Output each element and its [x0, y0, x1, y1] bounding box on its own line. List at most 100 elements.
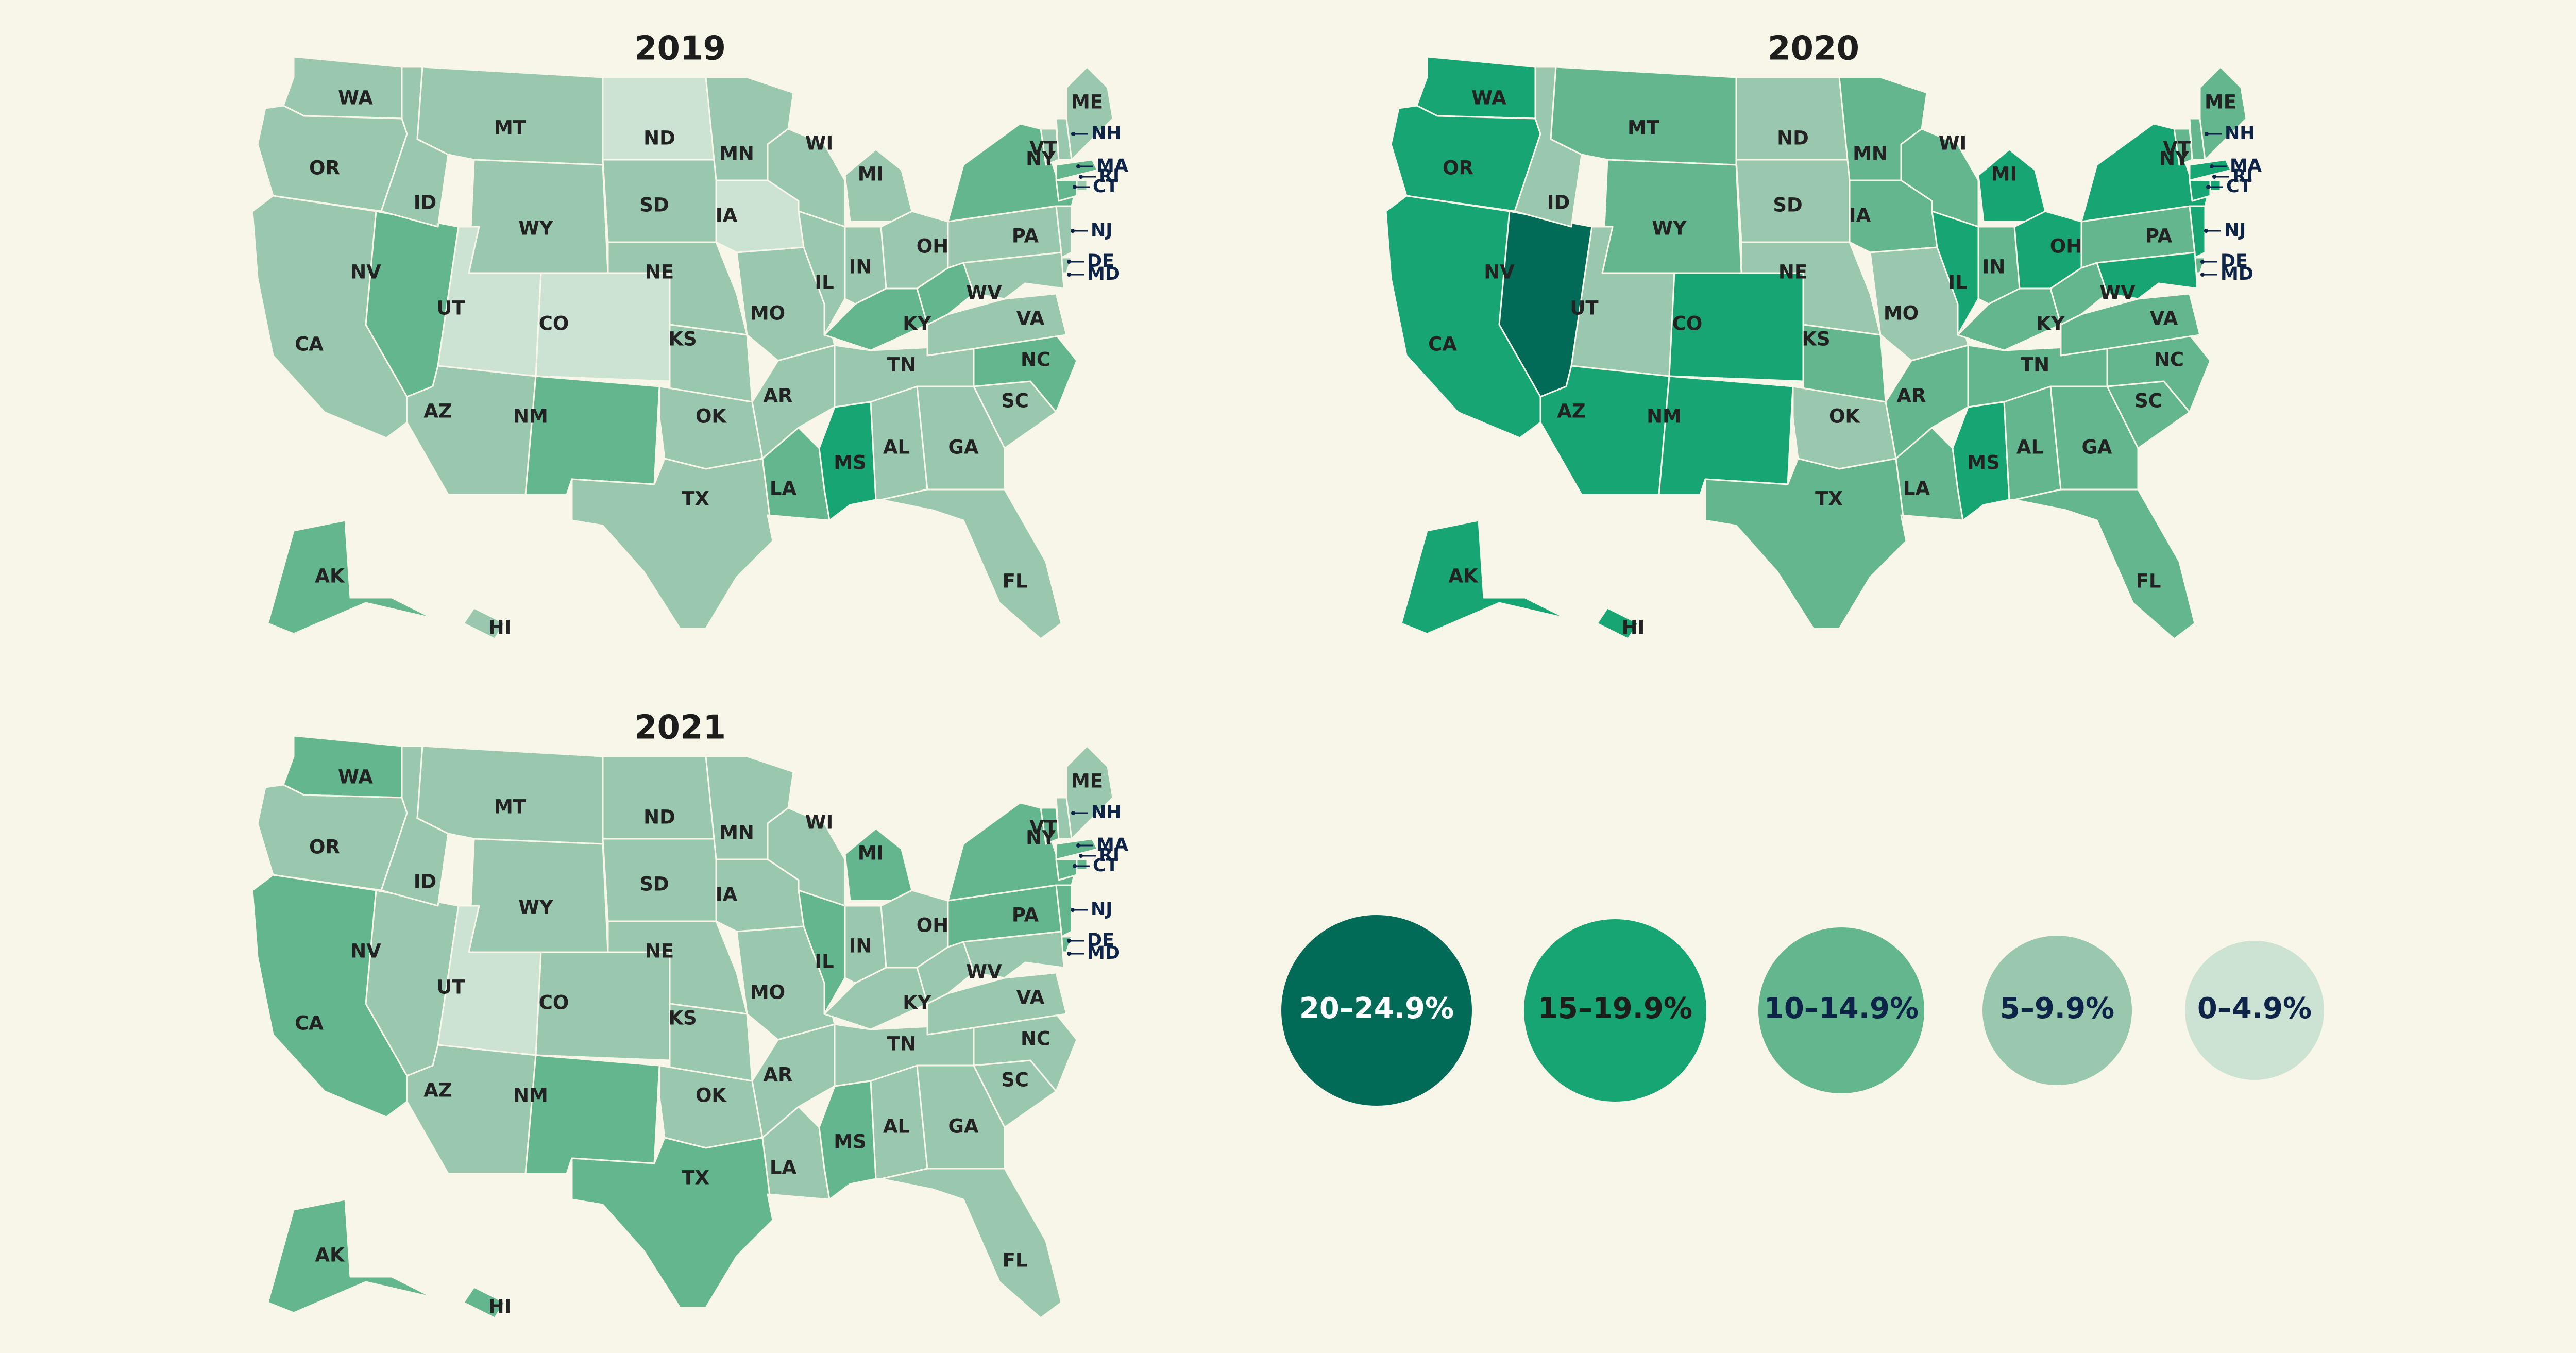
- state-label-wv: WV: [966, 961, 1002, 983]
- state-nj: [2189, 205, 2206, 259]
- state-label-wy: WY: [1652, 217, 1687, 240]
- state-ri: [1076, 179, 1088, 192]
- state-label-vt: VT: [1029, 817, 1058, 839]
- state-label-de: DE: [1087, 930, 1114, 951]
- legend-item: 10–14.9%: [1758, 927, 1924, 1093]
- state-label-ak: AK: [315, 565, 345, 587]
- state-nj: [1055, 205, 1073, 259]
- state-label-ar: AR: [763, 1064, 792, 1086]
- state-nm: [1658, 375, 1794, 496]
- state-label-in: IN: [1982, 256, 2006, 278]
- state-ri: [2209, 179, 2222, 192]
- legend-swatch: [1982, 936, 2132, 1085]
- state-fl: [880, 1168, 1062, 1319]
- state-label-wy: WY: [518, 217, 554, 240]
- state-label-nd: ND: [643, 127, 675, 149]
- state-label-ks: KS: [668, 328, 697, 350]
- legend-item: 20–24.9%: [1281, 915, 1472, 1106]
- state-label-ak: AK: [315, 1244, 345, 1266]
- leader-dot: [1076, 843, 1080, 848]
- state-label-ri: RI: [2232, 166, 2253, 187]
- state-label-ut: UT: [436, 297, 465, 319]
- state-label-al: AL: [883, 436, 910, 459]
- state-nc: [926, 334, 1078, 413]
- leader-dot: [2204, 229, 2208, 233]
- map-2019: 2019 WA OR CA NV ID MT WY UT CO AZ NM ND SD NE KS OK TX MN…: [251, 30, 1128, 640]
- state-label-tn: TN: [887, 354, 916, 376]
- state-label-wi: WI: [1939, 132, 1967, 155]
- state-label-de: DE: [2221, 251, 2248, 272]
- state-label-ar: AR: [1896, 385, 1926, 407]
- leader-dot: [1073, 185, 1077, 189]
- leader-dot: [1067, 260, 1071, 264]
- state-label-ok: OK: [1829, 405, 1860, 428]
- state-label-ms: MS: [1967, 452, 1999, 474]
- state-label-in: IN: [849, 256, 872, 278]
- legend-item: 0–4.9%: [2185, 941, 2324, 1080]
- legend-label: 5–9.9%: [2000, 992, 2114, 1025]
- state-label-tx: TX: [1815, 488, 1843, 510]
- state-label-ar: AR: [763, 385, 792, 407]
- state-label-ct: CT: [1093, 855, 1118, 876]
- state-label-il: IL: [815, 272, 834, 294]
- state-label-ct: CT: [2226, 176, 2252, 197]
- state-mi: [844, 148, 913, 223]
- state-label-oh: OH: [2050, 235, 2082, 258]
- state-tx: [571, 1137, 774, 1309]
- leader-dot: [1067, 273, 1071, 277]
- state-label-sd: SD: [639, 873, 669, 895]
- state-label-ma: MA: [2230, 156, 2262, 176]
- state-ma: [1055, 838, 1098, 860]
- state-label-mo: MO: [750, 302, 785, 325]
- map-title: 2019: [634, 30, 726, 68]
- state-label-nj: NJ: [1091, 899, 1112, 920]
- state-mt: [416, 745, 604, 845]
- leader-dot: [1079, 854, 1083, 858]
- legend-item: 5–9.9%: [1982, 936, 2132, 1085]
- states-layer: [251, 735, 1114, 1319]
- state-label-pa: PA: [1012, 225, 1039, 247]
- state-label-la: LA: [1903, 478, 1930, 500]
- state-label-nv: NV: [350, 261, 381, 283]
- state-md: [962, 931, 1065, 979]
- leader-dot: [1071, 132, 1075, 136]
- state-label-tx: TX: [682, 1167, 709, 1189]
- state-label-ri: RI: [1099, 845, 1120, 866]
- state-label-mi: MI: [858, 163, 884, 185]
- state-label-me: ME: [2205, 91, 2236, 113]
- state-label-az: AZ: [423, 1079, 452, 1102]
- state-label-ne: NE: [645, 940, 674, 962]
- state-label-ak: AK: [1448, 565, 1479, 587]
- state-label-ut: UT: [436, 976, 465, 999]
- state-label-de: DE: [1087, 251, 1114, 272]
- state-label-sd: SD: [639, 194, 669, 216]
- state-label-co: CO: [539, 313, 569, 335]
- state-ct: [2189, 179, 2211, 202]
- state-label-nh: NH: [1091, 802, 1122, 823]
- state-label-ky: KY: [903, 992, 932, 1014]
- map-2020: 2020 WA OR CA NV ID MT WY UT CO AZ NM ND SD NE KS OK TX MN…: [1385, 30, 2262, 640]
- state-label-wv: WV: [966, 282, 1002, 304]
- state-ma: [1055, 159, 1098, 181]
- leader-dot: [2200, 260, 2205, 264]
- state-label-fl: FL: [2136, 570, 2161, 593]
- state-label-sc: SC: [2134, 390, 2162, 412]
- leader-dot: [2200, 273, 2205, 277]
- state-label-mn: MN: [1853, 143, 1888, 165]
- state-label-vt: VT: [2163, 138, 2191, 160]
- state-label-nc: NC: [1021, 349, 1050, 371]
- state-hi: [463, 1286, 506, 1319]
- state-wy: [1601, 159, 1742, 274]
- states-layer: [1385, 56, 2247, 640]
- legend: 20–24.9% 15–19.9% 10–14.9% 5–9.9% 0–4.9%: [1281, 915, 2324, 1106]
- state-labels-layer: WA OR CA NV ID MT WY UT CO AZ NM ND SD NE KS OK TX MN IA MO…: [1428, 87, 2262, 639]
- state-label-ga: GA: [948, 1115, 978, 1138]
- state-label-co: CO: [539, 992, 569, 1014]
- state-label-tx: TX: [682, 488, 709, 510]
- state-label-or: OR: [309, 157, 340, 179]
- state-nm: [524, 375, 660, 496]
- state-label-ut: UT: [1570, 297, 1599, 319]
- map-2021: 2021 WA OR CA NV ID MT WY UT CO AZ NM ND SD NE KS OK TX MN…: [251, 709, 1128, 1319]
- state-label-mn: MN: [719, 143, 754, 165]
- state-labels-layer: WA OR CA NV ID MT WY UT CO AZ NM ND SD NE KS OK TX MN IA MO…: [295, 766, 1128, 1318]
